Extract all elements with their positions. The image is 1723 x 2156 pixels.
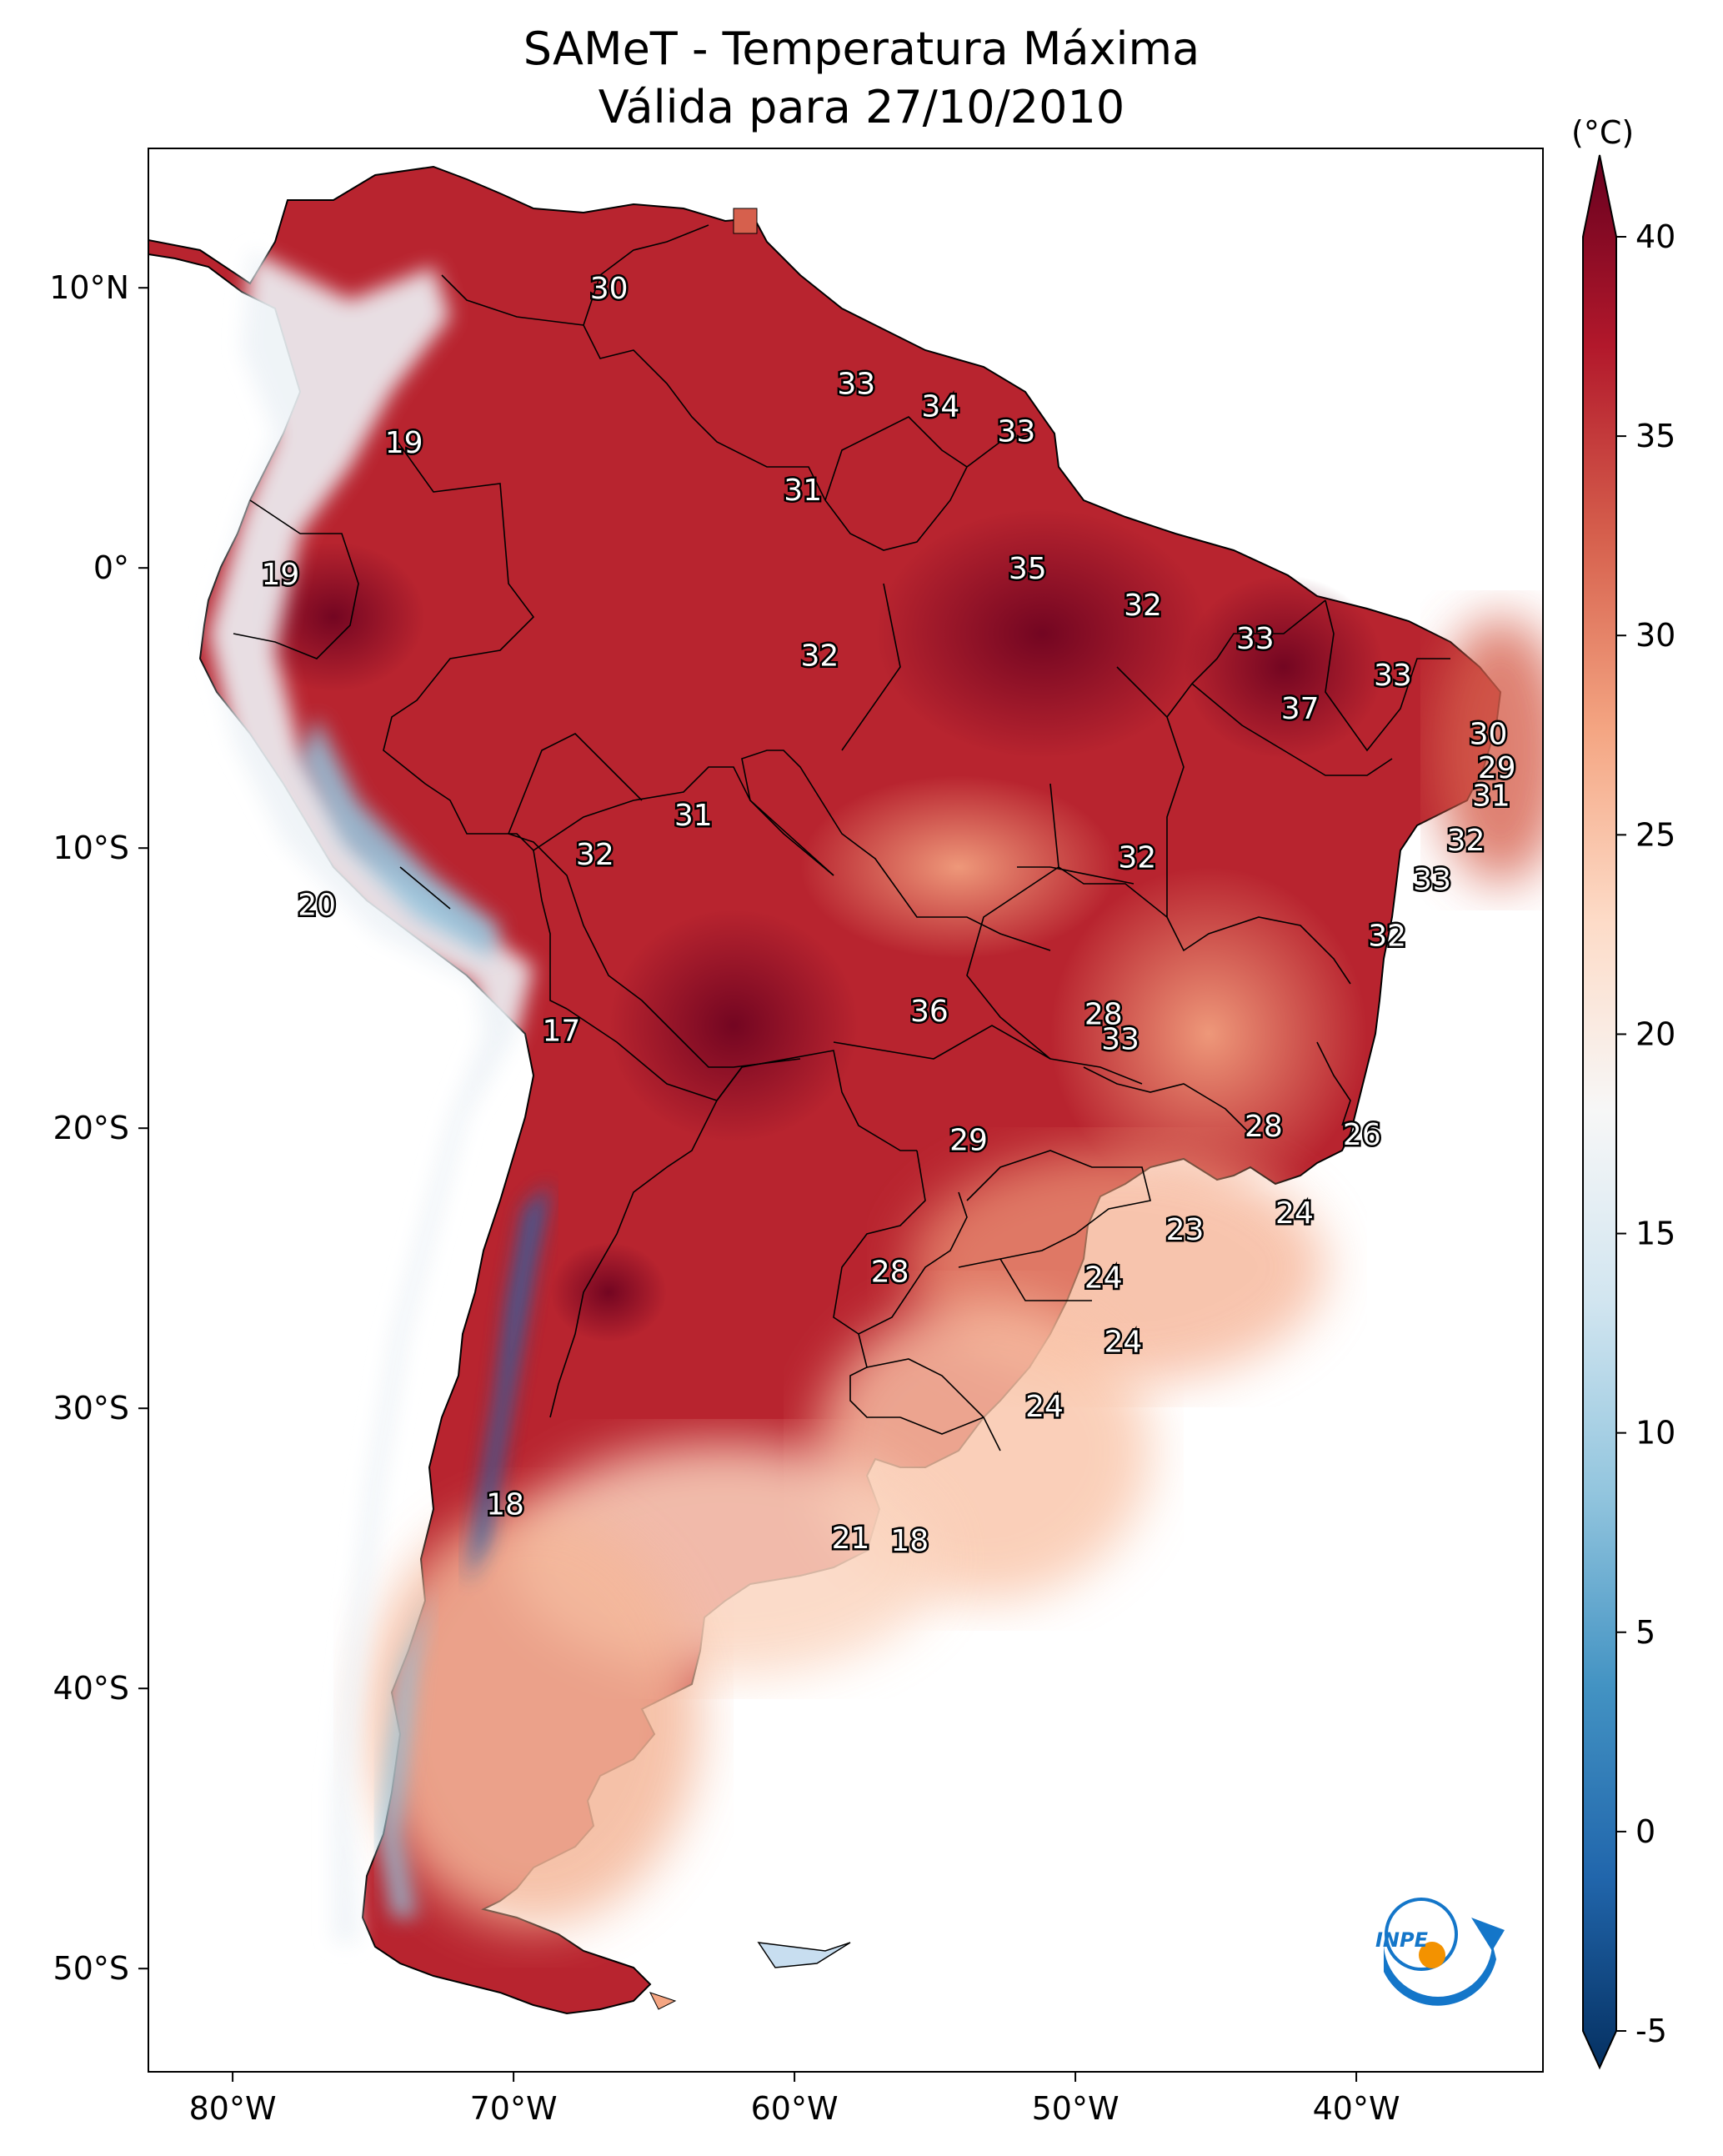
contour-label: 33 bbox=[1374, 659, 1412, 693]
contour-label: 36 bbox=[910, 995, 949, 1029]
contour-label: 24 bbox=[1275, 1196, 1314, 1231]
contour-label: 33 bbox=[837, 367, 875, 401]
lat-label: 10°N bbox=[49, 269, 129, 306]
contour-label: 26 bbox=[1343, 1118, 1381, 1152]
lat-label: 20°S bbox=[53, 1110, 129, 1146]
contour-label: 33 bbox=[997, 415, 1035, 449]
contour-label: 33 bbox=[1413, 863, 1451, 897]
lon-label: 50°W bbox=[1032, 2090, 1119, 2127]
lon-label: 80°W bbox=[189, 2090, 277, 2127]
colorbar-tick-label: -5 bbox=[1635, 2013, 1667, 2049]
contour-label: 18 bbox=[890, 1524, 929, 1558]
contour-label: 20 bbox=[298, 888, 336, 922]
lat-label: 30°S bbox=[53, 1390, 129, 1426]
contour-label: 24 bbox=[1084, 1261, 1123, 1295]
contour-label: 17 bbox=[542, 1015, 580, 1049]
map-title: SAMeT - Temperatura Máxima bbox=[523, 23, 1200, 75]
contour-label: 19 bbox=[261, 558, 299, 592]
temperature-field bbox=[208, 250, 1543, 1943]
contour-label: 37 bbox=[1281, 692, 1320, 726]
country-borders bbox=[233, 224, 1450, 1452]
arrow-icon bbox=[1471, 1918, 1505, 1951]
colorbar: (°C) 40 35 30 25 20 15 10 5 0 -5 bbox=[1571, 114, 1675, 2070]
contour-label: 24 bbox=[1104, 1326, 1142, 1360]
contour-label: 32 bbox=[1118, 840, 1156, 875]
contour-label: 32 bbox=[801, 639, 839, 673]
contour-label: 29 bbox=[1478, 751, 1516, 785]
lat-label: 50°S bbox=[53, 1950, 129, 1987]
colorbar-tick-label: 5 bbox=[1635, 1614, 1655, 1651]
contour-label: 23 bbox=[1166, 1213, 1205, 1247]
contour-label: 28 bbox=[871, 1256, 909, 1290]
orange-dot-icon bbox=[1419, 1942, 1445, 1968]
colorbar-tick-label: 30 bbox=[1635, 617, 1675, 654]
contour-label: 35 bbox=[1009, 552, 1047, 586]
colorbar-tick-label: 10 bbox=[1635, 1415, 1675, 1452]
colorbar-unit: (°C) bbox=[1571, 114, 1634, 151]
colorbar-tick-label: 15 bbox=[1635, 1216, 1675, 1252]
contour-label: 34 bbox=[921, 389, 959, 424]
contour-label: 32 bbox=[1124, 589, 1162, 623]
contour-label: 31 bbox=[674, 799, 713, 833]
lon-label: 40°W bbox=[1313, 2090, 1400, 2127]
colorbar-scale bbox=[1582, 154, 1617, 2070]
colorbar-tick-label: 0 bbox=[1635, 1813, 1655, 1850]
contour-label: 30 bbox=[590, 272, 629, 306]
logo-text: INPE bbox=[1375, 1928, 1429, 1952]
contour-label: 33 bbox=[1101, 1023, 1139, 1057]
contour-label: 32 bbox=[1447, 824, 1485, 858]
lat-label: 40°S bbox=[53, 1670, 129, 1707]
longitude-labels: 80°W 70°W 60°W 50°W 40°W bbox=[189, 2072, 1400, 2127]
contour-label: 28 bbox=[1245, 1110, 1283, 1144]
contour-label: 33 bbox=[1236, 622, 1275, 656]
latitude-labels: 10°N 0° 10°S 20°S 30°S 40°S 50°S bbox=[49, 269, 148, 1987]
inpe-logo: INPE bbox=[1375, 1898, 1505, 2006]
lat-label: 10°S bbox=[53, 830, 129, 866]
contour-label: 28 bbox=[1084, 997, 1123, 1031]
lat-label: 0° bbox=[93, 549, 129, 586]
colorbar-tick-label: 40 bbox=[1635, 218, 1675, 255]
contour-label: 31 bbox=[784, 474, 822, 508]
colorbar-tick-label: 25 bbox=[1635, 816, 1675, 853]
colorbar-ticks: 40 35 30 25 20 15 10 5 0 -5 bbox=[1616, 218, 1675, 2049]
contour-label: 29 bbox=[949, 1124, 988, 1158]
contour-label: 31 bbox=[1472, 779, 1510, 813]
contour-label: 30 bbox=[1470, 717, 1508, 751]
contour-label: 18 bbox=[486, 1487, 524, 1522]
contour-label: 19 bbox=[385, 426, 423, 460]
contour-label: 24 bbox=[1025, 1390, 1064, 1424]
contour-label: 21 bbox=[832, 1522, 870, 1556]
contour-label: 32 bbox=[576, 838, 614, 872]
lon-label: 70°W bbox=[470, 2090, 558, 2127]
contour-label: 32 bbox=[1368, 919, 1406, 953]
map-subtitle: Válida para 27/10/2010 bbox=[598, 81, 1125, 133]
lon-label: 60°W bbox=[751, 2090, 839, 2127]
map-frame bbox=[148, 148, 1544, 2073]
colorbar-tick-label: 20 bbox=[1635, 1015, 1675, 1052]
colorbar-tick-label: 35 bbox=[1635, 418, 1675, 454]
